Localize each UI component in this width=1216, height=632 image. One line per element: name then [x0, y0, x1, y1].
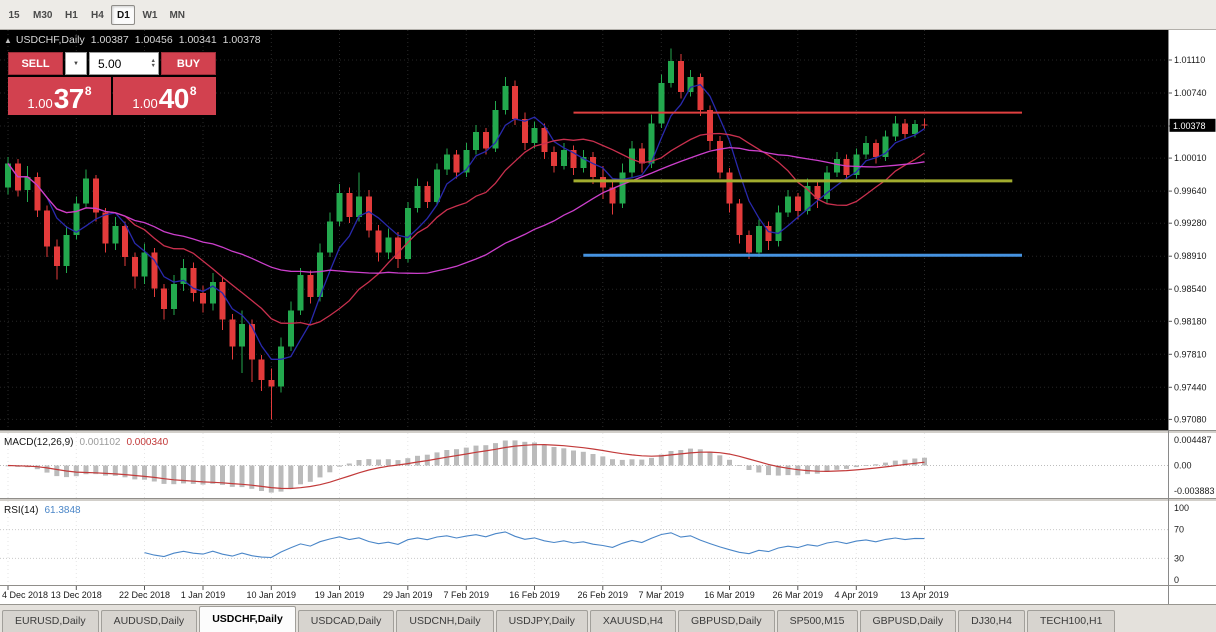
chart-tab-usdchf-daily[interactable]: USDCHF,Daily	[199, 606, 296, 632]
scale-label: 4 Dec 2018	[2, 590, 48, 600]
scale-label: 0.97080	[1174, 414, 1207, 424]
scale-label: 0.98180	[1174, 316, 1207, 326]
scale-label: 0.97810	[1174, 349, 1207, 359]
scale-label: 0.98540	[1174, 284, 1207, 294]
chart-tab-gbpusd-daily[interactable]: GBPUSD,Daily	[859, 610, 957, 632]
chart-tab-usdcnh-daily[interactable]: USDCNH,Daily	[396, 610, 494, 632]
buy-quote-button[interactable]: 1.00 40 8	[113, 77, 216, 115]
scale-label: 22 Dec 2018	[119, 590, 170, 600]
sell-quote-button[interactable]: 1.00 37 8	[8, 77, 111, 115]
volume-value: 5.00	[98, 56, 122, 71]
scale-label: 4 Apr 2019	[835, 590, 879, 600]
panel-backgrounds	[0, 30, 1216, 604]
scale-label: 13 Apr 2019	[900, 590, 949, 600]
scale-label: 26 Mar 2019	[773, 590, 824, 600]
scale-label: 70	[1174, 525, 1184, 535]
chart-tab-xauusd-h4[interactable]: XAUUSD,H4	[589, 610, 677, 632]
scale-label: 16 Mar 2019	[704, 590, 755, 600]
moving-averages	[7, 83, 925, 360]
timeframe-w1[interactable]: W1	[142, 9, 158, 21]
scale-label: 19 Jan 2019	[315, 590, 365, 600]
scale-label: 1.00378	[1173, 121, 1206, 131]
scale-label: 0.99640	[1174, 186, 1207, 196]
sell-price-pips: 37	[53, 83, 85, 115]
scale-label: 0.004487	[1174, 435, 1212, 445]
scale-label: 29 Jan 2019	[383, 590, 433, 600]
chart-area: 1.011101.007401.003701.000100.996400.992…	[0, 30, 1216, 604]
timeframe-h1[interactable]: H1	[65, 9, 78, 21]
volume-input[interactable]: 5.00 ▲ ▼	[89, 52, 159, 75]
chart-tab-gbpusd-daily[interactable]: GBPUSD,Daily	[678, 610, 775, 632]
volume-spinner[interactable]: ▲ ▼	[150, 57, 158, 69]
chart-canvas[interactable]: 1.011101.007401.003701.000100.996400.992…	[0, 30, 1216, 604]
scale-label: 0	[1174, 575, 1179, 585]
chevron-down-icon: ▼	[73, 60, 79, 67]
candles	[5, 48, 928, 420]
chart-tab-eurusd-daily[interactable]: EURUSD,Daily	[2, 610, 99, 632]
timeframe-mn[interactable]: MN	[169, 9, 186, 21]
sell-price-point: 8	[84, 84, 92, 98]
scale-label: 0.99280	[1174, 218, 1207, 228]
scale-label: 10 Jan 2019	[247, 590, 297, 600]
sell-button[interactable]: SELL	[8, 52, 63, 75]
chart-tab-usdcad-daily[interactable]: USDCAD,Daily	[297, 610, 395, 632]
macd-panel	[0, 440, 1169, 493]
scale-label: 1 Jan 2019	[181, 590, 226, 600]
horizontal-line-objects[interactable]	[573, 111, 1023, 257]
one-click-trading-panel: SELL ▼ 5.00 ▲ ▼ BUY 1.00 37 8 1	[8, 52, 216, 115]
scale-label: 16 Feb 2019	[509, 590, 560, 600]
buy-price-point: 8	[189, 84, 197, 98]
current-price-tag	[1169, 118, 1216, 132]
spin-up-icon[interactable]: ▲	[150, 57, 156, 64]
buy-price-prefix: 1.00	[132, 95, 158, 111]
buy-price-pips: 40	[158, 83, 190, 115]
scale-label: 13 Dec 2018	[51, 590, 102, 600]
spin-down-icon[interactable]: ▼	[150, 62, 156, 69]
price-scale[interactable]: 1.011101.007401.003701.000100.996400.992…	[1168, 55, 1216, 585]
volume-dropdown[interactable]: ▼	[65, 52, 87, 75]
chart-tabbar: EURUSD,Daily AUDUSD,Daily USDCHF,Daily USDC…	[0, 604, 1216, 632]
rsi-panel	[0, 529, 1169, 559]
scale-label: 30	[1174, 553, 1184, 563]
scale-label: 1.00740	[1174, 88, 1207, 98]
buy-button[interactable]: BUY	[161, 52, 216, 75]
time-scale[interactable]: 4 Dec 2018 13 Dec 2018 22 Dec 2018 1 Jan 20…	[2, 586, 949, 600]
scale-label: 0.97440	[1174, 382, 1207, 392]
scale-label: 100	[1174, 503, 1189, 513]
timeframe-h4[interactable]: H4	[91, 9, 104, 21]
sell-price-prefix: 1.00	[27, 95, 53, 111]
timeframe-toolbar: 15 M30 H1 H4 D1 W1 MN	[0, 0, 1216, 30]
scale-label: 26 Feb 2019	[578, 590, 629, 600]
scale-label: 1.00010	[1174, 153, 1207, 163]
chart-tab-sp500-m15[interactable]: SP500,M15	[776, 610, 858, 632]
chart-tab-audusd-daily[interactable]: AUDUSD,Daily	[100, 610, 198, 632]
scale-label: 0.98910	[1174, 251, 1207, 261]
chart-tab-dj30-h4[interactable]: DJ30,H4	[958, 610, 1025, 632]
scale-label: 7 Feb 2019	[444, 590, 490, 600]
timeframe-d1[interactable]: D1	[111, 4, 136, 25]
timeframe-15[interactable]: 15	[8, 9, 20, 21]
scale-label: 7 Mar 2019	[639, 590, 685, 600]
chart-tab-usdjpy-daily[interactable]: USDJPY,Daily	[495, 610, 588, 632]
scale-label: 0.00	[1174, 461, 1192, 471]
timeframe-m30[interactable]: M30	[33, 9, 53, 21]
scale-label: 1.01110	[1174, 55, 1205, 65]
scale-label: -0.003883	[1174, 486, 1215, 496]
chart-tab-tech100-h1[interactable]: TECH100,H1	[1026, 610, 1116, 632]
